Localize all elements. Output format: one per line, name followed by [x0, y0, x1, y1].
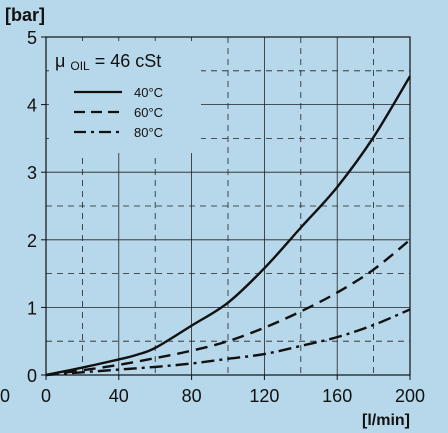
y-tick-label: 2	[27, 231, 37, 251]
x-tick-label: 80	[182, 386, 202, 406]
legend-title-subscript: OIL	[70, 59, 90, 73]
series-line-1	[45, 75, 412, 377]
y-tick-label: 4	[27, 96, 37, 116]
y-tick-label: 5	[27, 28, 37, 48]
series-layer	[45, 75, 412, 377]
ticks-layer: 0 40 80 120 160 200 0 1 2 3 4 5	[27, 28, 425, 406]
legend-background	[49, 41, 201, 153]
y-tick-label: 0	[27, 366, 37, 386]
x-tick-label: 40	[109, 386, 129, 406]
legend-label-2: 60°C	[134, 105, 163, 120]
legend-title: μ OIL = 46 cSt	[55, 51, 161, 74]
origin-extra-label: 0	[0, 386, 10, 406]
plot-frame	[45, 36, 411, 376]
x-axis-label: [l/min]	[362, 412, 410, 429]
x-tick-label: 0	[41, 386, 51, 406]
legend-label-3: 80°C	[134, 125, 163, 140]
legend-title-prefix: μ	[55, 51, 65, 71]
legend: μ OIL = 46 cSt 40°C 60°C 80°C	[49, 41, 201, 153]
x-tick-label: 200	[395, 386, 425, 406]
legend-items: 40°C 60°C 80°C	[74, 85, 163, 140]
y-tick-label: 1	[27, 298, 37, 318]
x-tick-label: 160	[322, 386, 352, 406]
y-axis-label: [bar]	[5, 5, 45, 25]
legend-title-suffix: = 46 cSt	[95, 51, 162, 71]
series-line-3	[45, 308, 411, 377]
x-tick-label: 120	[249, 386, 279, 406]
y-tick-label: 3	[27, 163, 37, 183]
legend-label-1: 40°C	[134, 85, 163, 100]
series-line-2	[45, 238, 411, 377]
